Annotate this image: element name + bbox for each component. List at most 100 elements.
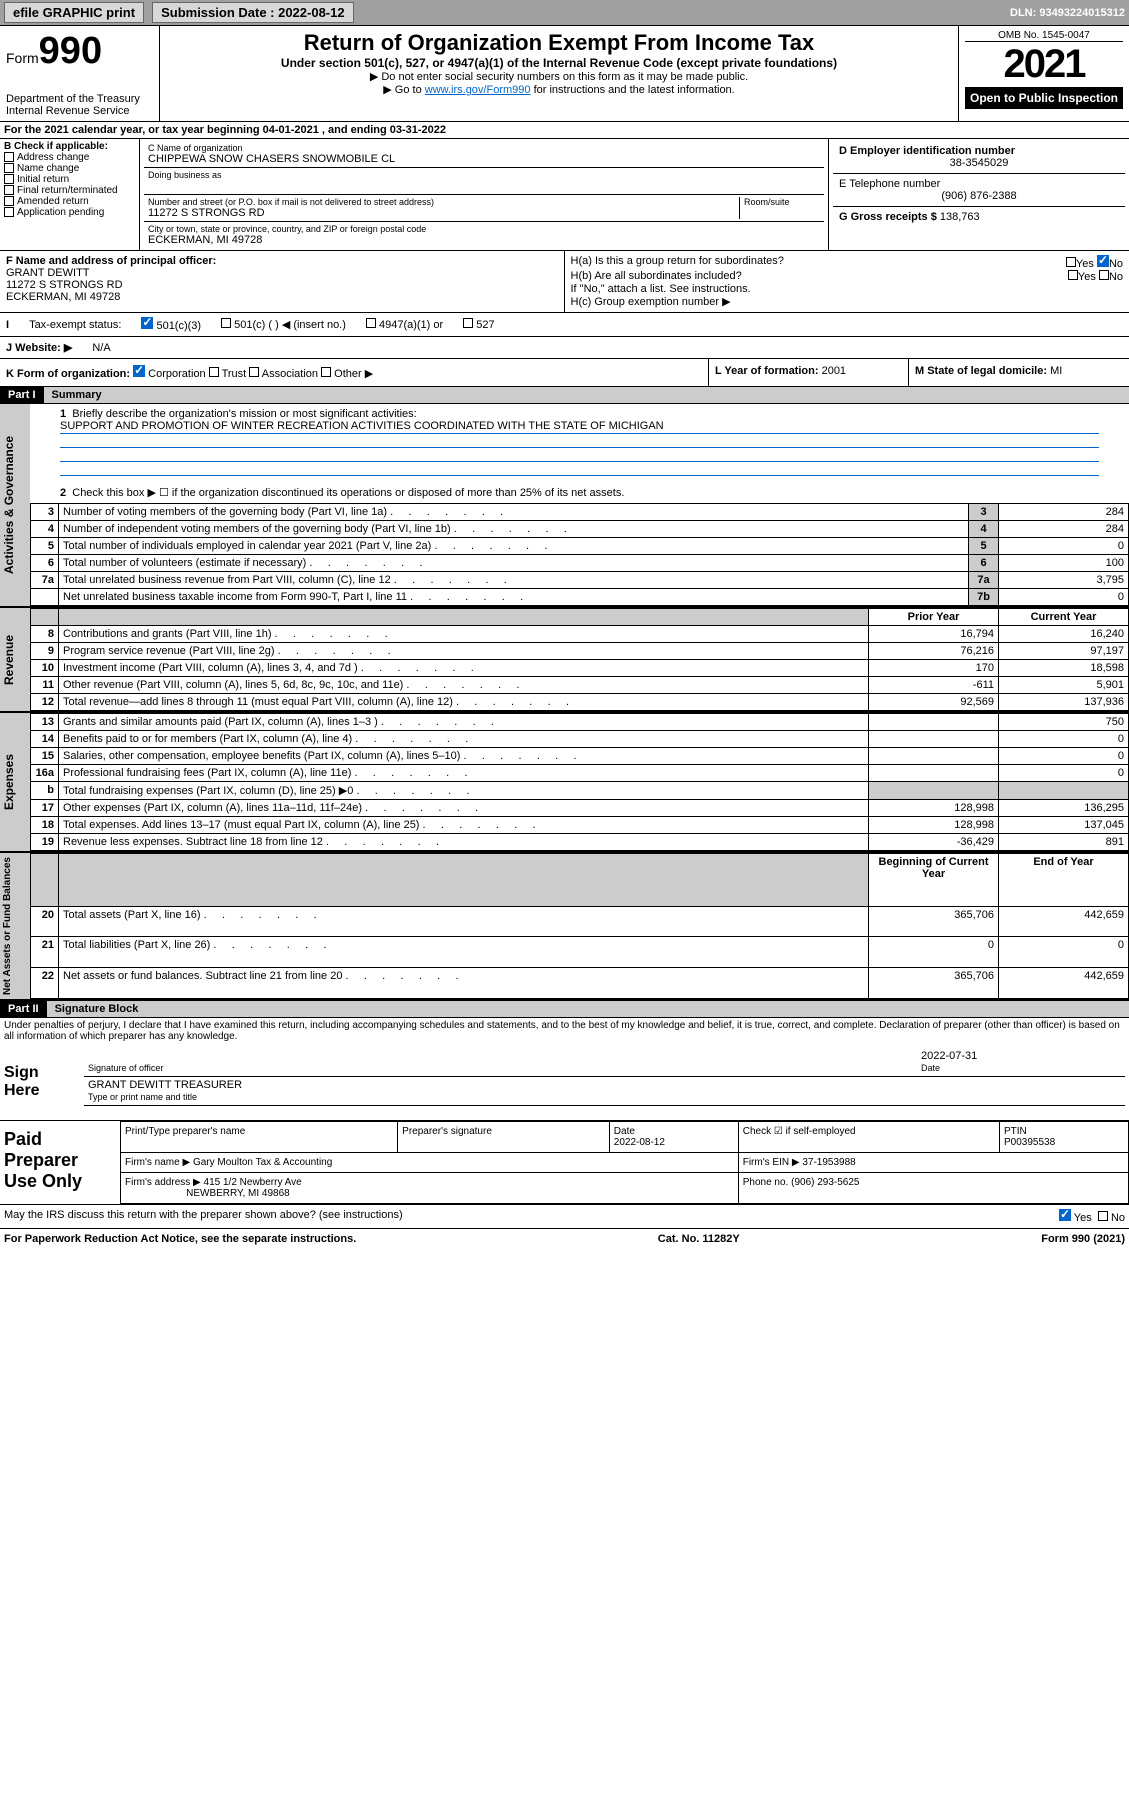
underline bbox=[60, 434, 1099, 448]
form-990-number: 990 bbox=[39, 30, 102, 72]
yes-lbl: Yes bbox=[1076, 258, 1094, 270]
table-row: Beginning of Current YearEnd of Year bbox=[31, 854, 1129, 907]
sign-date: 2022-07-31 bbox=[921, 1050, 977, 1062]
ha-label: H(a) Is this a group return for subordin… bbox=[571, 255, 784, 270]
firm-addr-label: Firm's address ▶ bbox=[125, 1177, 201, 1188]
checkbox-icon bbox=[4, 185, 14, 195]
checkbox-icon[interactable] bbox=[1068, 270, 1078, 280]
hc-label: H(c) Group exemption number ▶ bbox=[571, 295, 1124, 308]
prep-date: 2022-08-12 bbox=[614, 1137, 665, 1148]
checkbox-filled-icon[interactable] bbox=[141, 317, 153, 329]
b-label: B Check if applicable: bbox=[4, 141, 135, 152]
l-label: L Year of formation: bbox=[715, 365, 819, 377]
opt-other: Other ▶ bbox=[334, 368, 373, 380]
checkbox-icon bbox=[4, 152, 14, 162]
table-row: Firm's address ▶ 415 1/2 Newberry Ave NE… bbox=[121, 1173, 1129, 1204]
k-label: K Form of organization: bbox=[6, 368, 130, 380]
table-row: 18Total expenses. Add lines 13–17 (must … bbox=[31, 817, 1129, 834]
g-label: G Gross receipts $ bbox=[839, 211, 937, 223]
expenses-sidebar: Expenses bbox=[0, 713, 30, 851]
table-row: 17Other expenses (Part IX, column (A), l… bbox=[31, 800, 1129, 817]
opt-501c3: 501(c)(3) bbox=[156, 320, 201, 332]
ein-value: 38-3545029 bbox=[839, 157, 1119, 169]
omb-number: OMB No. 1545-0047 bbox=[965, 30, 1123, 42]
phone-value: (906) 876-2388 bbox=[839, 190, 1119, 202]
table-row: 15Salaries, other compensation, employee… bbox=[31, 748, 1129, 765]
table-row: 5Total number of individuals employed in… bbox=[31, 538, 1129, 555]
checkbox-icon[interactable] bbox=[366, 318, 376, 328]
header-center: Return of Organization Exempt From Incom… bbox=[160, 26, 959, 121]
expenses-section: Expenses 13Grants and similar amounts pa… bbox=[0, 713, 1129, 853]
governance-table: 3Number of voting members of the governi… bbox=[30, 503, 1129, 606]
checkbox-icon[interactable] bbox=[221, 318, 231, 328]
form-header: Form990 Department of the Treasury Inter… bbox=[0, 26, 1129, 122]
checkbox-icon[interactable] bbox=[209, 367, 219, 377]
no-lbl: No bbox=[1111, 1212, 1125, 1224]
sign-here-row: Sign Here Signature of officer 2022-07-3… bbox=[0, 1044, 1129, 1120]
discuss-row: May the IRS discuss this return with the… bbox=[0, 1204, 1129, 1228]
dba-label: Doing business as bbox=[148, 170, 820, 180]
section-i-row: I Tax-exempt status: 501(c)(3) 501(c) ( … bbox=[0, 313, 1129, 337]
check-address[interactable]: Address change bbox=[4, 152, 135, 163]
governance-sidebar: Activities & Governance bbox=[0, 404, 30, 606]
f-label: F Name and address of principal officer: bbox=[6, 255, 558, 267]
section-b-checks: B Check if applicable: Address change Na… bbox=[0, 139, 140, 250]
preparer-label: Paid Preparer Use Only bbox=[0, 1121, 120, 1204]
form-note1: ▶ Do not enter social security numbers o… bbox=[166, 70, 952, 83]
year-formation: 2001 bbox=[822, 365, 846, 377]
tax-exempt-label: Tax-exempt status: bbox=[29, 319, 121, 331]
firm-ein: 37-1953988 bbox=[802, 1157, 855, 1168]
underline bbox=[60, 448, 1099, 462]
note2-post: for instructions and the latest informat… bbox=[531, 84, 735, 96]
form-subtitle: Under section 501(c), 527, or 4947(a)(1)… bbox=[166, 56, 952, 70]
service-label: Internal Revenue Service bbox=[6, 105, 153, 117]
checkbox-icon[interactable] bbox=[1099, 270, 1109, 280]
checkbox-icon[interactable] bbox=[463, 318, 473, 328]
opt-trust: Trust bbox=[222, 368, 247, 380]
date-label: Date bbox=[921, 1063, 940, 1073]
checkbox-icon[interactable] bbox=[1098, 1211, 1108, 1221]
firm-addr1: 415 1/2 Newberry Ave bbox=[204, 1177, 302, 1188]
firm-phone: (906) 293-5625 bbox=[791, 1177, 859, 1188]
checkbox-icon[interactable] bbox=[1066, 257, 1076, 267]
dept-label: Department of the Treasury bbox=[6, 93, 153, 105]
check-initial[interactable]: Initial return bbox=[4, 174, 135, 185]
netassets-table: Beginning of Current YearEnd of Year20To… bbox=[30, 853, 1129, 999]
check-pending[interactable]: Application pending bbox=[4, 207, 135, 218]
checkbox-icon[interactable] bbox=[249, 367, 259, 377]
check-name[interactable]: Name change bbox=[4, 163, 135, 174]
part1-header: Part I Summary bbox=[0, 387, 1129, 404]
chk-lbl: Amended return bbox=[17, 196, 89, 207]
table-row: 21Total liabilities (Part X, line 26)00 bbox=[31, 937, 1129, 968]
efile-button[interactable]: efile GRAPHIC print bbox=[4, 2, 144, 23]
checkbox-filled-icon[interactable] bbox=[1097, 255, 1109, 267]
table-row: 9Program service revenue (Part VIII, lin… bbox=[31, 643, 1129, 660]
addr-label: Number and street (or P.O. box if mail i… bbox=[148, 197, 735, 207]
form-word: Form bbox=[6, 50, 39, 66]
date-hdr: Date bbox=[614, 1126, 635, 1137]
irs-link[interactable]: www.irs.gov/Form990 bbox=[425, 84, 531, 96]
ptin-hdr: PTIN bbox=[1004, 1126, 1027, 1137]
h-note: If "No," attach a list. See instructions… bbox=[571, 283, 1124, 295]
signer-name: GRANT DEWITT TREASURER bbox=[88, 1079, 242, 1091]
page-footer: For Paperwork Reduction Act Notice, see … bbox=[0, 1228, 1129, 1249]
checkbox-filled-icon[interactable] bbox=[133, 365, 145, 377]
firm-addr2: NEWBERRY, MI 49868 bbox=[186, 1188, 290, 1199]
section-a-row: B Check if applicable: Address change Na… bbox=[0, 139, 1129, 251]
phone-label: Phone no. bbox=[743, 1177, 789, 1188]
submission-button[interactable]: Submission Date : 2022-08-12 bbox=[152, 2, 354, 23]
chk-lbl: Final return/terminated bbox=[17, 185, 118, 196]
table-row: 16aProfessional fundraising fees (Part I… bbox=[31, 765, 1129, 782]
form-note2: ▶ Go to www.irs.gov/Form990 for instruct… bbox=[166, 83, 952, 96]
check-final[interactable]: Final return/terminated bbox=[4, 185, 135, 196]
m-label: M State of legal domicile: bbox=[915, 365, 1047, 377]
checkbox-filled-icon[interactable] bbox=[1059, 1209, 1071, 1221]
officer-name: GRANT DEWITT bbox=[6, 267, 558, 279]
footer-left: For Paperwork Reduction Act Notice, see … bbox=[4, 1233, 356, 1245]
discuss-text: May the IRS discuss this return with the… bbox=[4, 1209, 403, 1224]
footer-mid: Cat. No. 11282Y bbox=[658, 1233, 740, 1245]
dln-label: DLN: 93493224015312 bbox=[1010, 7, 1125, 19]
check-amended[interactable]: Amended return bbox=[4, 196, 135, 207]
note2-pre: ▶ Go to bbox=[383, 84, 424, 96]
checkbox-icon[interactable] bbox=[321, 367, 331, 377]
